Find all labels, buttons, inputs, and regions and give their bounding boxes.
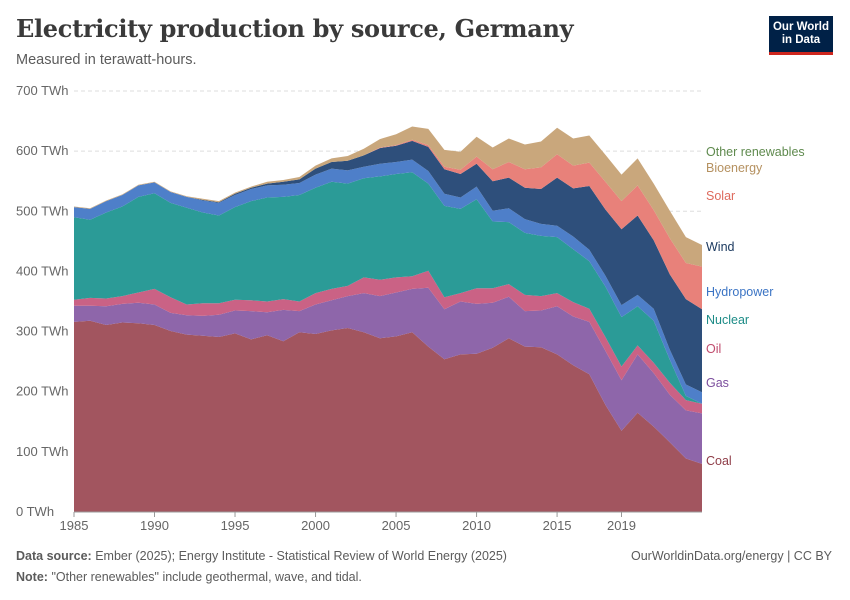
legend-label-nuclear[interactable]: Nuclear [706, 313, 749, 327]
x-tick-label: 1985 [60, 518, 89, 533]
legend-label-hydropower[interactable]: Hydropower [706, 285, 773, 299]
legend: Other renewables Bioenergy Solar Wind Hydrop… [706, 145, 805, 468]
logo-line-2: in Data [781, 34, 821, 46]
note: Note: "Other renewables" include geother… [16, 570, 362, 584]
area-series [74, 126, 702, 512]
y-tick-label: 0 TWh [16, 504, 54, 519]
note-text: "Other renewables" include geothermal, w… [51, 570, 362, 584]
data-source-label: Data source: [16, 549, 92, 563]
x-tick-label: 2019 [607, 518, 636, 533]
x-tick-label: 2015 [543, 518, 572, 533]
y-tick-label: 100 TWh [16, 444, 69, 459]
x-tick-label: 1995 [221, 518, 250, 533]
legend-label-bioenergy[interactable]: Bioenergy [706, 161, 763, 175]
area-solar[interactable] [74, 139, 702, 310]
y-tick-label: 400 TWh [16, 263, 69, 278]
area-nuclear[interactable] [74, 172, 702, 404]
y-axis: 0 TWh 100 TWh 200 TWh 300 TWh 400 TWh 500 TWh… [16, 83, 69, 519]
legend-label-oil[interactable]: Oil [706, 342, 721, 356]
legend-label-wind[interactable]: Wind [706, 240, 735, 254]
note-label: Note: [16, 570, 48, 584]
y-tick-label: 600 TWh [16, 143, 69, 158]
x-tick-label: 1990 [140, 518, 169, 533]
area-bioenergy[interactable] [74, 126, 702, 267]
logo-line-1: Our World [772, 21, 829, 33]
x-tick-label: 2010 [462, 518, 491, 533]
x-tick-label: 2005 [382, 518, 411, 533]
x-axis: 1985 1990 1995 2000 2005 2010 2015 2019 [60, 511, 702, 533]
x-tick-label: 2000 [301, 518, 330, 533]
area-oil[interactable] [74, 270, 702, 414]
legend-label-other-renewables[interactable]: Other renewables [706, 145, 805, 159]
data-source-text: Ember (2025); Energy Institute - Statist… [95, 549, 507, 563]
legend-label-solar[interactable]: Solar [706, 189, 735, 203]
area-gas[interactable] [74, 287, 702, 464]
site-link[interactable]: OurWorldinData.org/energy | CC BY [630, 549, 832, 563]
y-tick-label: 300 TWh [16, 324, 69, 339]
legend-label-coal[interactable]: Coal [706, 454, 732, 468]
data-source: Data source: Ember (2025); Energy Instit… [16, 549, 507, 563]
area-wind[interactable] [74, 140, 702, 393]
legend-label-gas[interactable]: Gas [706, 376, 729, 390]
y-tick-label: 700 TWh [16, 83, 69, 98]
owid-logo[interactable]: Our World in Data [769, 16, 833, 55]
area-coal[interactable] [74, 320, 702, 512]
chart-subtitle: Measured in terawatt-hours. [16, 52, 197, 68]
chart-title: Electricity production by source, German… [16, 14, 574, 43]
y-tick-label: 200 TWh [16, 384, 69, 399]
y-tick-label: 500 TWh [16, 203, 69, 218]
